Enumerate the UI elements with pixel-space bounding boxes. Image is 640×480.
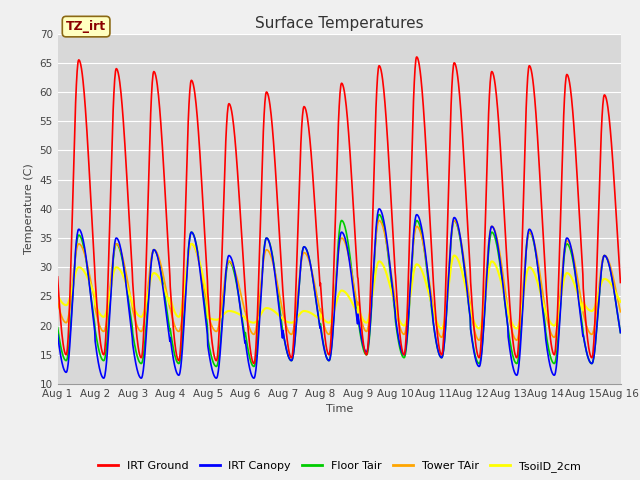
Legend: IRT Ground, IRT Canopy, Floor Tair, Tower TAir, TsoilD_2cm: IRT Ground, IRT Canopy, Floor Tair, Towe… <box>93 457 585 477</box>
Text: TZ_irt: TZ_irt <box>66 20 106 33</box>
X-axis label: Time: Time <box>326 405 353 414</box>
Y-axis label: Temperature (C): Temperature (C) <box>24 163 34 254</box>
Title: Surface Temperatures: Surface Temperatures <box>255 16 424 31</box>
